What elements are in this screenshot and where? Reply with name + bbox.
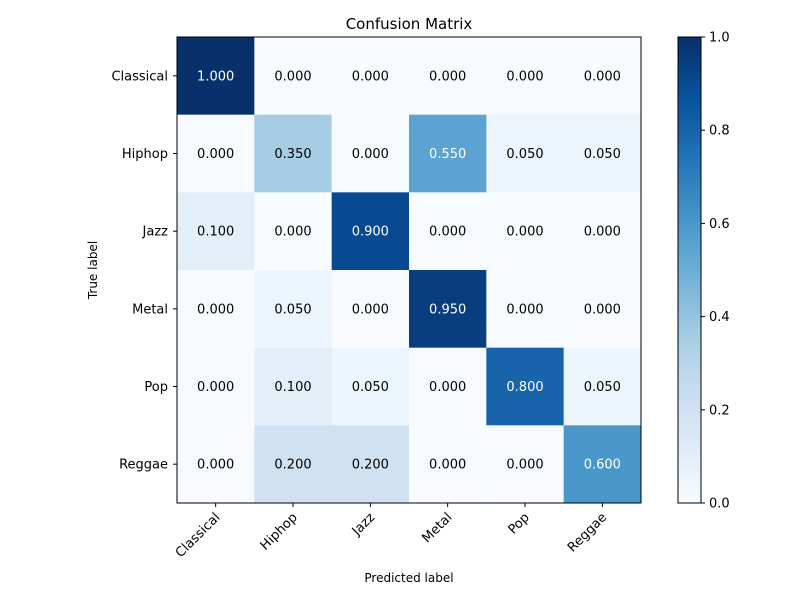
cell-value-label: 0.050 xyxy=(584,147,621,162)
colorbar-tick-label: 0.8 xyxy=(709,124,730,139)
heatmap-cell xyxy=(331,270,410,349)
colorbar xyxy=(677,36,702,504)
heatmap-cell xyxy=(177,192,255,271)
y-axis-label: True label xyxy=(86,241,100,300)
heatmap-cell xyxy=(409,270,487,349)
cell-value-label: 1.000 xyxy=(197,69,234,84)
heatmap-cell xyxy=(486,37,565,116)
cell-value-label: 0.000 xyxy=(197,458,234,473)
cell-value-label: 0.000 xyxy=(352,69,389,84)
heatmap-cell xyxy=(409,347,487,426)
heatmap-cell xyxy=(331,425,410,504)
colorbar-ticks: 0.0 0.2 0.4 0.6 0.8 1.0 xyxy=(701,31,730,512)
heatmap-cell-labels: 1.000 0.000 0.000 0.000 0.000 0.000 0.000 0.350… xyxy=(197,69,621,472)
cell-value-label: 0.000 xyxy=(506,458,543,473)
cell-value-label: 0.000 xyxy=(506,225,543,240)
cell-value-label: 0.050 xyxy=(352,380,389,395)
x-axis-label: Predicted label xyxy=(364,571,453,585)
heatmap-cell xyxy=(254,425,333,504)
heatmap-cell xyxy=(254,347,333,426)
heatmap-cell xyxy=(486,192,565,271)
heatmap-cell xyxy=(486,270,565,349)
colorbar-tick-label: 0.0 xyxy=(709,497,730,512)
cell-value-label: 0.000 xyxy=(197,302,234,317)
cell-value-label: 0.000 xyxy=(429,69,466,84)
cell-value-label: 0.550 xyxy=(429,147,466,162)
heatmap-cell xyxy=(563,425,642,504)
cell-value-label: 0.900 xyxy=(352,225,389,240)
heatmap-cell xyxy=(486,114,565,193)
heatmap-cell xyxy=(177,347,255,426)
y-tick-label: Reggae xyxy=(119,458,168,473)
heatmap-cell xyxy=(563,192,642,271)
cell-value-label: 0.000 xyxy=(429,380,466,395)
heatmap-cell xyxy=(563,347,642,426)
colorbar-tick-label: 1.0 xyxy=(709,31,730,46)
cell-value-label: 0.200 xyxy=(352,458,389,473)
heatmap-cell xyxy=(409,192,487,271)
cell-value-label: 0.000 xyxy=(274,225,311,240)
cell-value-label: 0.000 xyxy=(274,69,311,84)
y-tick-label: Pop xyxy=(144,380,168,395)
cell-value-label: 0.000 xyxy=(429,458,466,473)
heatmap-cell xyxy=(177,425,255,504)
cell-value-label: 0.000 xyxy=(584,302,621,317)
heatmap-cell xyxy=(254,192,333,271)
heatmap-cell xyxy=(563,114,642,193)
heatmap-cell xyxy=(486,347,565,426)
cell-value-label: 0.950 xyxy=(429,302,466,317)
heatmap-cell xyxy=(563,37,642,116)
cell-value-label: 0.050 xyxy=(274,302,311,317)
y-tick-label: Hiphop xyxy=(122,147,168,162)
heatmap-cell xyxy=(331,347,410,426)
heatmap-cells xyxy=(177,37,642,504)
colorbar-tick-label: 0.4 xyxy=(709,310,730,325)
cell-value-label: 0.050 xyxy=(584,380,621,395)
cell-value-label: 0.000 xyxy=(584,69,621,84)
y-tick-label: Metal xyxy=(132,302,168,317)
heatmap-cell xyxy=(331,114,410,193)
heatmap-cell xyxy=(254,114,333,193)
cell-value-label: 0.000 xyxy=(584,225,621,240)
heatmap-cell xyxy=(486,425,565,504)
heatmap-cell xyxy=(409,114,487,193)
cell-value-label: 0.000 xyxy=(197,380,234,395)
colorbar-tick-label: 0.6 xyxy=(709,217,730,232)
cell-value-label: 0.000 xyxy=(352,302,389,317)
plot-frame xyxy=(176,36,642,504)
cell-value-label: 0.350 xyxy=(274,147,311,162)
cell-value-label: 0.000 xyxy=(506,302,543,317)
cell-value-label: 0.100 xyxy=(274,380,311,395)
y-tick-label: Classical xyxy=(111,69,168,84)
cell-value-label: 0.100 xyxy=(197,225,234,240)
heatmap-cell xyxy=(177,37,255,116)
colorbar-tick-label: 0.2 xyxy=(709,403,730,418)
heatmap-cell xyxy=(177,114,255,193)
heatmap-cell xyxy=(177,270,255,349)
heatmap-cell xyxy=(409,37,487,116)
cell-value-label: 0.000 xyxy=(429,225,466,240)
cell-value-label: 0.200 xyxy=(274,458,311,473)
heatmap-cell xyxy=(331,37,410,116)
cell-value-label: 0.800 xyxy=(506,380,543,395)
cell-value-label: 0.050 xyxy=(506,147,543,162)
cell-value-label: 0.000 xyxy=(352,147,389,162)
chart-title: Confusion Matrix xyxy=(346,15,473,33)
heatmap-cell xyxy=(563,270,642,349)
y-tick-label: Jazz xyxy=(142,225,169,240)
cell-value-label: 0.000 xyxy=(197,147,234,162)
y-axis-ticks: Classical Hiphop Jazz Metal Pop Reggae xyxy=(111,69,177,473)
heatmap-cell xyxy=(254,270,333,349)
cell-value-label: 0.600 xyxy=(584,458,621,473)
heatmap-cell xyxy=(331,192,410,271)
cell-value-label: 0.000 xyxy=(506,69,543,84)
heatmap-cell xyxy=(254,37,333,116)
heatmap-cell xyxy=(409,425,487,504)
